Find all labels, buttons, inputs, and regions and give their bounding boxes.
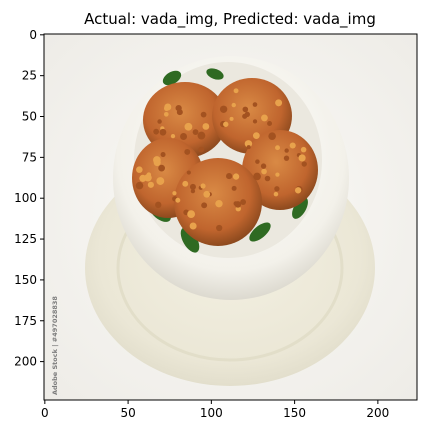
lentil-speck bbox=[155, 201, 162, 209]
lentil-speck bbox=[156, 177, 165, 185]
y-tick-label: 175 bbox=[14, 314, 37, 328]
lentil-speck bbox=[294, 187, 302, 194]
lentil-speck bbox=[274, 186, 280, 192]
y-tick-label: 0 bbox=[29, 28, 37, 42]
lentil-speck bbox=[216, 224, 223, 232]
lentil-speck bbox=[231, 102, 236, 108]
lentil-speck bbox=[252, 132, 260, 139]
lentil-speck bbox=[163, 111, 169, 117]
lentil-speck bbox=[184, 148, 191, 155]
lentil-speck bbox=[275, 145, 280, 151]
lentil-speck bbox=[223, 121, 229, 127]
x-tick-label: 100 bbox=[200, 406, 223, 420]
lentil-speck bbox=[226, 172, 233, 180]
lentil-speck bbox=[289, 142, 296, 149]
x-tick-label: 200 bbox=[366, 406, 389, 420]
lentil-speck bbox=[153, 128, 160, 135]
axes-frame bbox=[43, 33, 418, 401]
lentil-speck bbox=[172, 191, 177, 196]
lentil-speck bbox=[267, 121, 273, 126]
lentil-speck bbox=[147, 181, 154, 188]
lentil-speck bbox=[182, 180, 189, 187]
lentil-speck bbox=[253, 172, 261, 181]
lentil-speck bbox=[175, 104, 182, 112]
lentil-speck bbox=[275, 99, 283, 107]
watermark-text: Adobe Stock | #497028838 bbox=[51, 296, 60, 395]
lentil-speck bbox=[231, 185, 237, 191]
lentil-speck bbox=[186, 170, 191, 175]
lentil-speck bbox=[164, 103, 172, 111]
lentil-speck bbox=[233, 201, 239, 206]
lentil-speck bbox=[233, 88, 239, 94]
lentil-speck bbox=[200, 183, 206, 189]
y-tick-label: 75 bbox=[22, 150, 37, 164]
lentil-speck bbox=[219, 105, 228, 113]
lentil-speck bbox=[180, 132, 188, 140]
lentil-speck bbox=[189, 183, 196, 190]
lentil-speck bbox=[200, 111, 207, 118]
lentil-speck bbox=[242, 113, 248, 119]
lentil-speck bbox=[301, 161, 307, 167]
lentil-speck bbox=[260, 163, 267, 169]
lentil-speck bbox=[170, 133, 176, 139]
lentil-speck bbox=[159, 128, 167, 136]
lentil-speck bbox=[261, 114, 268, 122]
lentil-speck bbox=[136, 166, 143, 173]
y-tick-label: 125 bbox=[14, 232, 37, 246]
lentil-speck bbox=[240, 199, 247, 205]
lentil-speck bbox=[215, 200, 223, 208]
lentil-speck bbox=[153, 159, 161, 167]
lentil-speck bbox=[244, 140, 253, 148]
lentil-speck bbox=[298, 154, 306, 162]
lentil-specks bbox=[135, 88, 307, 232]
lentil-speck bbox=[203, 190, 211, 198]
lentil-speck bbox=[190, 188, 196, 194]
lentil-speck bbox=[192, 129, 199, 136]
lentil-speck bbox=[202, 123, 210, 130]
x-tick-label: 0 bbox=[41, 406, 49, 420]
lentil-speck bbox=[187, 210, 196, 219]
x-axis: 0 50 100 150 200 bbox=[41, 400, 389, 420]
lentil-speck bbox=[283, 155, 290, 161]
lentil-speck bbox=[252, 102, 258, 107]
x-tick-label: 50 bbox=[120, 406, 135, 420]
y-tick-label: 25 bbox=[22, 69, 37, 83]
y-tick-label: 50 bbox=[22, 110, 37, 124]
lentil-speck bbox=[246, 145, 251, 150]
y-tick-label: 200 bbox=[14, 355, 37, 369]
lentil-speck bbox=[184, 122, 193, 131]
lentil-speck bbox=[197, 131, 206, 140]
lentil-speck bbox=[157, 119, 162, 124]
lentil-speck bbox=[158, 164, 165, 172]
lentil-speck bbox=[268, 132, 276, 140]
lentil-speck bbox=[160, 151, 166, 158]
lentil-speck bbox=[300, 146, 307, 153]
lentil-speck bbox=[229, 116, 234, 121]
lentil-speck bbox=[275, 172, 280, 177]
image-area: Adobe Stock | #497028838 bbox=[44, 34, 417, 400]
lentil-speck bbox=[135, 181, 144, 190]
lentil-speck bbox=[252, 119, 258, 124]
lentil-speck bbox=[242, 106, 249, 113]
lentil-speck bbox=[175, 197, 181, 203]
lentil-speck bbox=[264, 175, 271, 182]
lentil-speck bbox=[284, 148, 289, 153]
lentil-speck bbox=[189, 222, 197, 230]
lentil-speck bbox=[144, 173, 152, 182]
lentil-speck bbox=[255, 159, 260, 164]
lentil-speck bbox=[261, 168, 267, 175]
x-tick-label: 150 bbox=[283, 406, 306, 420]
figure-title: Actual: vada_img, Predicted: vada_img bbox=[84, 10, 376, 29]
lentil-speck bbox=[232, 173, 240, 180]
y-tick-label: 150 bbox=[14, 273, 37, 287]
lentil-speck bbox=[201, 202, 208, 209]
y-axis: 0 25 50 75 100 125 150 175 200 bbox=[14, 28, 44, 369]
y-tick-label: 100 bbox=[14, 191, 37, 205]
lentil-speck bbox=[198, 146, 205, 153]
lentil-speck bbox=[273, 191, 279, 197]
